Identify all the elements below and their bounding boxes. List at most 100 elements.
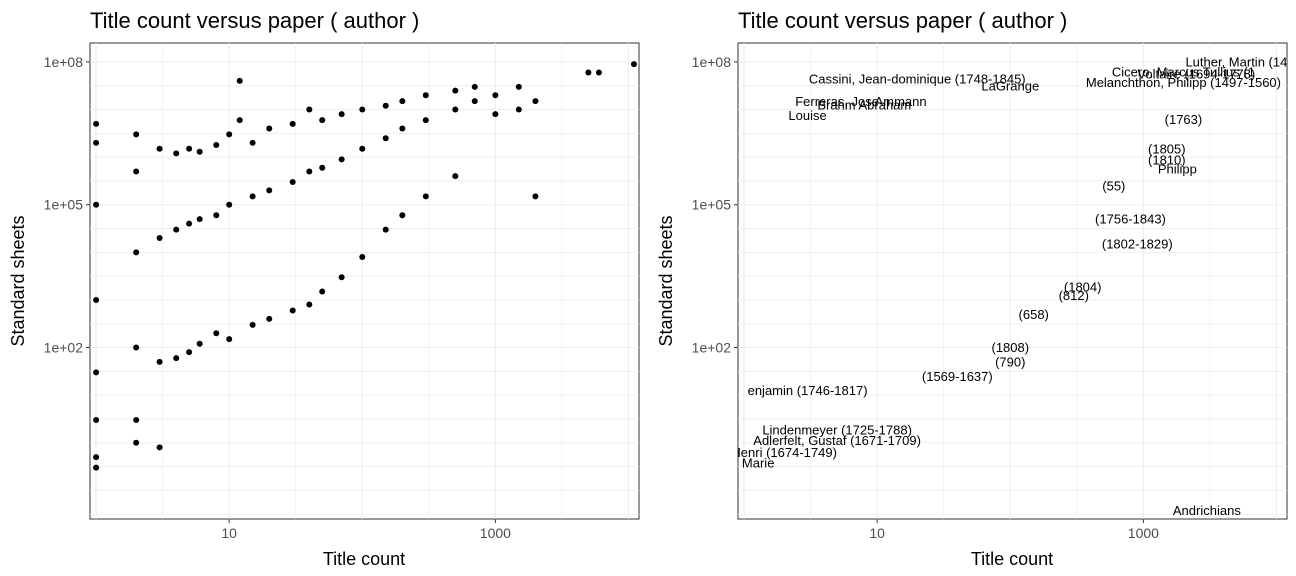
- author-label: nce, Marie: [714, 456, 775, 471]
- data-point: [382, 102, 389, 109]
- left-x-axis-title: Title count: [323, 549, 405, 569]
- author-label: Melanchthon, Philipp (1497-1560): [1086, 75, 1281, 90]
- data-point: [133, 131, 140, 138]
- right-axis-ticks: 10 1000 1e+02 1e+05 1e+08: [692, 54, 1159, 541]
- data-point: [173, 355, 180, 362]
- author-label: (1763): [1165, 112, 1203, 127]
- left-gridlines: [90, 43, 639, 519]
- data-point: [452, 106, 459, 113]
- x-tick-label: 1000: [480, 525, 511, 541]
- author-label: Adlerfelt, Gustaf (1671-1709): [753, 433, 921, 448]
- data-point: [93, 201, 100, 208]
- author-label: Henri (1674-1749): [731, 445, 837, 460]
- data-point: [319, 117, 326, 124]
- author-label: Brahm Abraham: [817, 98, 911, 113]
- author-label: Voltaire (1694-1778): [1137, 66, 1255, 81]
- data-point: [399, 125, 406, 132]
- author-label: LaGrange: [981, 79, 1039, 94]
- y-tick-label: 1e+05: [44, 197, 84, 213]
- data-point: [319, 288, 326, 295]
- right-panel-title: Title count versus paper ( author ): [738, 8, 1067, 33]
- data-point: [471, 83, 478, 90]
- data-point: [515, 83, 522, 90]
- data-point: [359, 253, 366, 260]
- data-point: [532, 98, 539, 105]
- data-point: [226, 131, 233, 138]
- author-label: Luther, Martin (14: [1185, 55, 1287, 70]
- author-label: Cassini, Jean-dominique (1748-1845): [809, 72, 1026, 87]
- data-point: [515, 106, 522, 113]
- data-point: [196, 148, 203, 155]
- left-panel-title: Title count versus paper ( author ): [90, 8, 419, 33]
- data-point: [382, 226, 389, 233]
- author-label: enjamin (1746-1817): [748, 383, 868, 398]
- data-point: [452, 87, 459, 94]
- data-point: [306, 301, 313, 308]
- data-point: [133, 417, 140, 424]
- author-label: (1756-1843): [1095, 212, 1166, 227]
- data-point: [213, 212, 220, 219]
- author-label: (1804): [1064, 280, 1102, 295]
- y-tick-label: 1e+08: [692, 54, 732, 70]
- data-point: [338, 156, 345, 163]
- data-point: [359, 145, 366, 152]
- data-point: [133, 168, 140, 175]
- data-point: [630, 61, 637, 68]
- data-point: [93, 369, 100, 376]
- data-point: [289, 307, 296, 314]
- left-axis-ticks: 10 1000 1e+02 1e+05 1e+08: [44, 54, 511, 541]
- data-point: [266, 187, 273, 194]
- right-x-axis-title: Title count: [971, 549, 1053, 569]
- data-point: [422, 117, 429, 124]
- x-tick-label: 1000: [1128, 525, 1159, 541]
- data-point: [306, 106, 313, 113]
- data-point: [359, 106, 366, 113]
- author-label: (55): [1102, 178, 1125, 193]
- right-y-axis-title: Standard sheets: [656, 215, 676, 346]
- y-tick-label: 1e+02: [44, 340, 84, 356]
- data-point: [93, 417, 100, 424]
- data-point: [266, 125, 273, 132]
- data-point: [249, 193, 256, 200]
- x-tick-label: 10: [221, 525, 237, 541]
- author-label: Cicero, Marcus Tullius (1: [1112, 64, 1255, 79]
- data-point: [226, 201, 233, 208]
- data-point: [93, 120, 100, 127]
- author-label: Ammann: [875, 94, 927, 109]
- right-gridlines: [738, 43, 1287, 519]
- data-point: [93, 296, 100, 303]
- data-point: [156, 358, 163, 365]
- author-label: Lindenmeyer (1725-1788): [762, 422, 912, 437]
- data-point: [266, 315, 273, 322]
- y-tick-label: 1e+02: [692, 340, 732, 356]
- data-point: [236, 117, 243, 124]
- data-point: [289, 179, 296, 186]
- data-point: [93, 139, 100, 146]
- left-plot-background: [89, 42, 640, 520]
- data-point: [595, 69, 602, 76]
- data-point: [93, 454, 100, 461]
- data-point: [196, 340, 203, 347]
- data-point: [585, 69, 592, 76]
- x-tick-label: 10: [869, 525, 885, 541]
- data-point: [173, 150, 180, 157]
- data-point: [338, 274, 345, 281]
- data-point: [289, 120, 296, 127]
- data-point: [133, 249, 140, 256]
- data-point: [422, 193, 429, 200]
- data-point: [382, 135, 389, 142]
- author-label: (812): [1059, 288, 1089, 303]
- author-label: (1805): [1148, 141, 1186, 156]
- data-point: [492, 111, 499, 118]
- data-point: [213, 330, 220, 337]
- data-point: [213, 141, 220, 148]
- data-point: [452, 173, 459, 180]
- data-point: [133, 344, 140, 351]
- data-point: [319, 164, 326, 171]
- author-label: Ferreras, Jose: [795, 94, 879, 109]
- data-point: [532, 193, 539, 200]
- author-label: Andrichians: [1173, 503, 1241, 518]
- author-label: (1802-1829): [1102, 237, 1173, 252]
